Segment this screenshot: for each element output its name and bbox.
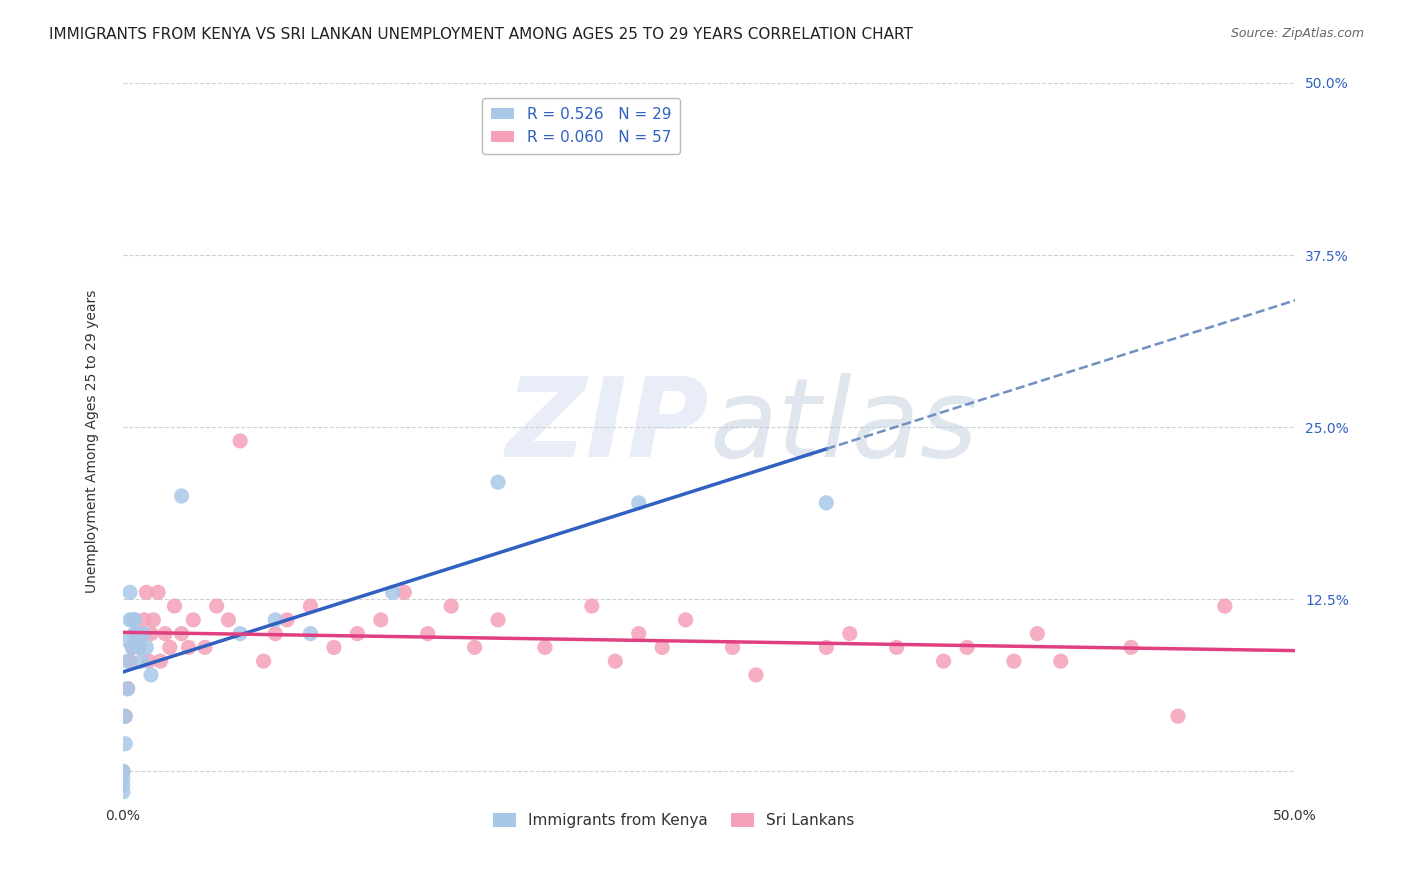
Point xyxy=(815,640,838,655)
Point xyxy=(132,626,155,640)
Point xyxy=(581,599,603,613)
Point xyxy=(229,626,252,640)
Point xyxy=(146,585,169,599)
Point xyxy=(886,640,908,655)
Point xyxy=(125,626,148,640)
Point xyxy=(132,613,155,627)
Point xyxy=(464,640,486,655)
Point xyxy=(111,785,134,799)
Point xyxy=(135,640,157,655)
Point xyxy=(135,585,157,599)
Point xyxy=(370,613,392,627)
Point xyxy=(440,599,463,613)
Point xyxy=(745,668,768,682)
Point xyxy=(125,626,148,640)
Text: IMMIGRANTS FROM KENYA VS SRI LANKAN UNEMPLOYMENT AMONG AGES 25 TO 29 YEARS CORRE: IMMIGRANTS FROM KENYA VS SRI LANKAN UNEM… xyxy=(49,27,912,42)
Point xyxy=(117,633,139,648)
Point xyxy=(627,496,650,510)
Point xyxy=(1167,709,1189,723)
Text: Source: ZipAtlas.com: Source: ZipAtlas.com xyxy=(1230,27,1364,40)
Point xyxy=(163,599,186,613)
Point xyxy=(323,640,346,655)
Point xyxy=(181,613,204,627)
Point xyxy=(1049,654,1071,668)
Point xyxy=(217,613,239,627)
Point xyxy=(121,640,143,655)
Point xyxy=(159,640,181,655)
Point xyxy=(111,778,134,792)
Point xyxy=(138,654,160,668)
Text: ZIP: ZIP xyxy=(506,373,709,480)
Point xyxy=(111,764,134,779)
Text: atlas: atlas xyxy=(709,373,977,480)
Point xyxy=(177,640,200,655)
Point xyxy=(118,585,141,599)
Point xyxy=(118,654,141,668)
Point xyxy=(1002,654,1025,668)
Point xyxy=(114,709,136,723)
Point xyxy=(149,654,172,668)
Point xyxy=(381,585,404,599)
Point xyxy=(114,709,136,723)
Point xyxy=(416,626,439,640)
Point xyxy=(194,640,217,655)
Point xyxy=(1119,640,1142,655)
Point xyxy=(721,640,744,655)
Point xyxy=(114,737,136,751)
Point xyxy=(627,626,650,640)
Point xyxy=(170,626,193,640)
Legend: Immigrants from Kenya, Sri Lankans: Immigrants from Kenya, Sri Lankans xyxy=(486,807,860,834)
Point xyxy=(124,613,146,627)
Point xyxy=(142,613,165,627)
Point xyxy=(394,585,416,599)
Point xyxy=(139,668,162,682)
Point xyxy=(111,771,134,785)
Point xyxy=(605,654,627,668)
Point xyxy=(956,640,979,655)
Point xyxy=(229,434,252,448)
Point xyxy=(299,626,322,640)
Point xyxy=(124,626,146,640)
Point xyxy=(124,613,146,627)
Point xyxy=(205,599,228,613)
Y-axis label: Unemployment Among Ages 25 to 29 years: Unemployment Among Ages 25 to 29 years xyxy=(86,289,100,592)
Point xyxy=(838,626,860,640)
Point xyxy=(131,626,153,640)
Point xyxy=(264,626,287,640)
Point xyxy=(299,599,322,613)
Point xyxy=(153,626,176,640)
Point xyxy=(118,613,141,627)
Point xyxy=(117,681,139,696)
Point xyxy=(170,489,193,503)
Point xyxy=(1213,599,1236,613)
Point xyxy=(534,640,557,655)
Point xyxy=(346,626,368,640)
Point xyxy=(486,613,509,627)
Point xyxy=(486,475,509,490)
Point xyxy=(276,613,298,627)
Point xyxy=(128,640,150,655)
Point xyxy=(1026,626,1049,640)
Point xyxy=(675,613,697,627)
Point xyxy=(932,654,955,668)
Point xyxy=(264,613,287,627)
Point xyxy=(117,681,139,696)
Point xyxy=(128,640,150,655)
Point xyxy=(117,654,139,668)
Point xyxy=(121,640,143,655)
Point xyxy=(139,626,162,640)
Point xyxy=(815,496,838,510)
Point xyxy=(111,764,134,779)
Point xyxy=(252,654,274,668)
Point xyxy=(121,613,143,627)
Point xyxy=(651,640,673,655)
Point xyxy=(131,654,153,668)
